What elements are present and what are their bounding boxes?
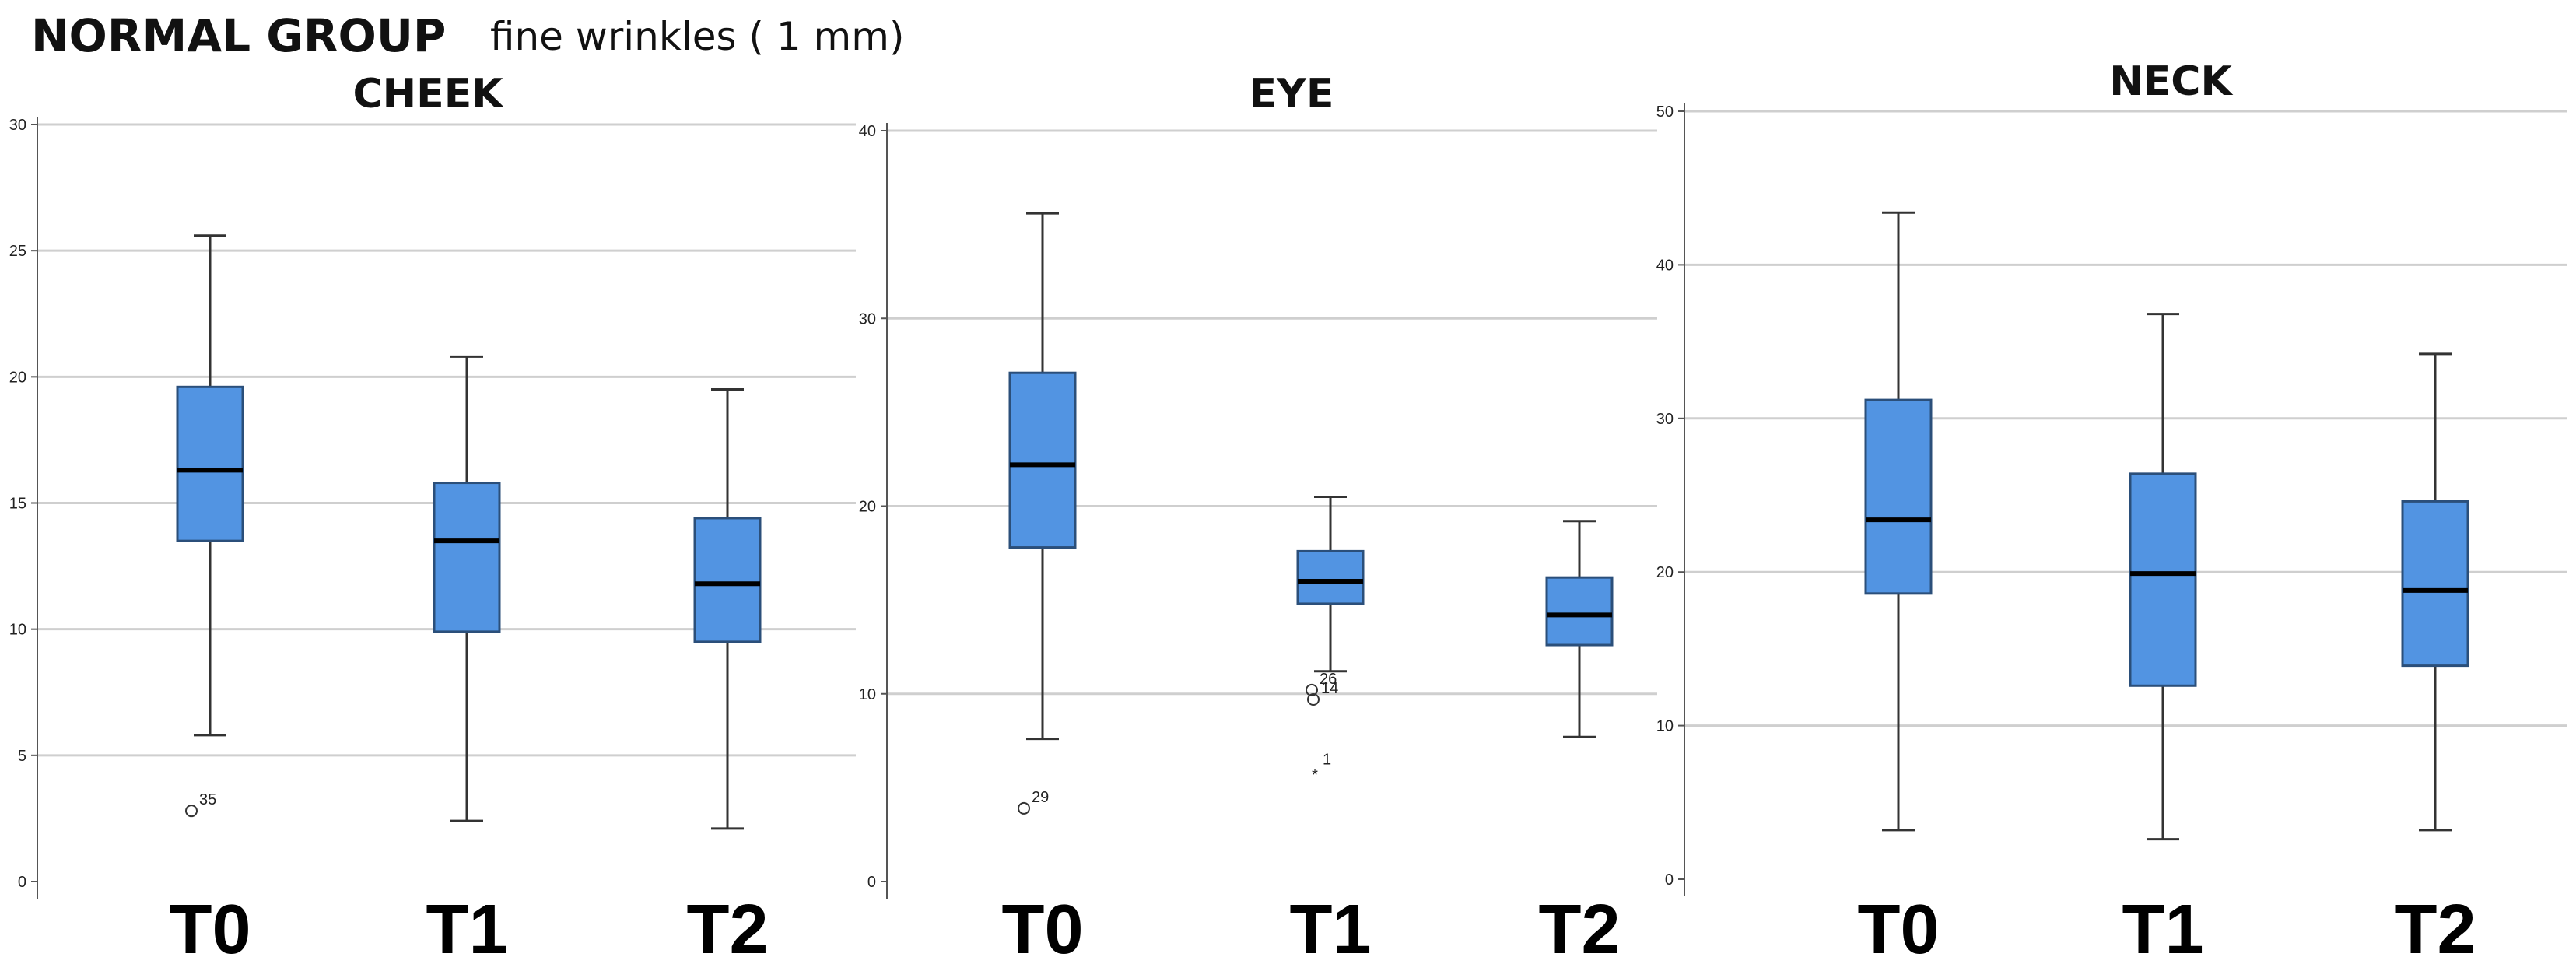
y-tick-label: 30	[859, 310, 876, 328]
box-t0: T0	[1857, 211, 1940, 964]
outlier-label: 14	[1321, 680, 1338, 697]
outlier-label: 29	[1032, 789, 1049, 806]
x-category-label: T1	[2122, 891, 2203, 964]
iqr-box	[1864, 398, 1933, 595]
outlier-star: *	[1312, 767, 1318, 784]
y-tick-label: 40	[1656, 257, 1674, 274]
box-t0: 29 T0	[1001, 212, 1084, 964]
box-t1: T1	[426, 355, 508, 964]
chart-title: CHEEK	[352, 71, 504, 117]
x-category-label: T1	[1289, 891, 1371, 964]
iqr-box	[433, 482, 501, 633]
y-tick-label: 0	[18, 874, 26, 891]
outlier-label: 26	[1320, 671, 1337, 688]
chart-panel-cheek: CHEEK 0 5 10 15 20 25 30 35 T0 T1 T2	[9, 71, 856, 964]
y-tick-label: 10	[1656, 718, 1674, 735]
outlier-circle	[1307, 692, 1320, 706]
y-tick-label: 0	[867, 874, 876, 891]
box-t2: T2	[2394, 352, 2476, 964]
outlier-circle	[1306, 683, 1318, 696]
box-t2: T2	[1538, 520, 1621, 964]
page-subtitle: fine wrinkles ( 1 mm)	[490, 14, 905, 59]
x-category-label: T2	[2394, 891, 2476, 964]
x-category-label: T0	[1001, 891, 1083, 964]
iqr-box	[1296, 549, 1365, 605]
box-t2: T2	[686, 388, 769, 964]
y-tick-label: 40	[859, 123, 876, 140]
y-tick-label: 20	[859, 499, 876, 516]
iqr-box	[2129, 472, 2197, 687]
y-tick-label: 50	[1656, 103, 1674, 121]
chart-title: NECK	[2109, 58, 2233, 105]
chart-panel-neck: NECK 0 10 20 30 40 50 T0 T1 T2	[1656, 58, 2567, 964]
page-title: NORMAL GROUP	[31, 9, 447, 62]
y-tick-label: 30	[9, 117, 26, 134]
iqr-box	[1008, 371, 1077, 549]
y-tick-label: 5	[18, 748, 26, 765]
x-category-label: T2	[1538, 891, 1620, 964]
iqr-box	[176, 385, 244, 542]
y-tick-label: 25	[9, 243, 26, 260]
box-t0: 35 T0	[169, 234, 251, 964]
outlier-circle	[185, 805, 198, 818]
iqr-box	[2401, 500, 2469, 668]
x-category-label: T1	[426, 891, 507, 964]
y-tick-label: 10	[859, 686, 876, 703]
iqr-box	[1545, 576, 1614, 647]
outlier-circle	[1018, 801, 1030, 815]
chart-title: EYE	[1249, 71, 1334, 117]
y-tick-label: 0	[1665, 871, 1674, 889]
iqr-box	[693, 517, 762, 643]
y-tick-label: 10	[9, 622, 26, 639]
y-tick-label: 20	[9, 369, 26, 386]
y-tick-label: 30	[1656, 411, 1674, 428]
box-t1: T1	[2122, 313, 2204, 964]
y-tick-label: 15	[9, 496, 26, 513]
outlier-label: 35	[199, 791, 216, 808]
x-category-label: T0	[1857, 891, 1939, 964]
y-tick-label: 20	[1656, 564, 1674, 581]
x-category-label: T2	[686, 891, 768, 964]
outlier-label: 1	[1323, 752, 1331, 769]
x-category-label: T0	[169, 891, 251, 964]
